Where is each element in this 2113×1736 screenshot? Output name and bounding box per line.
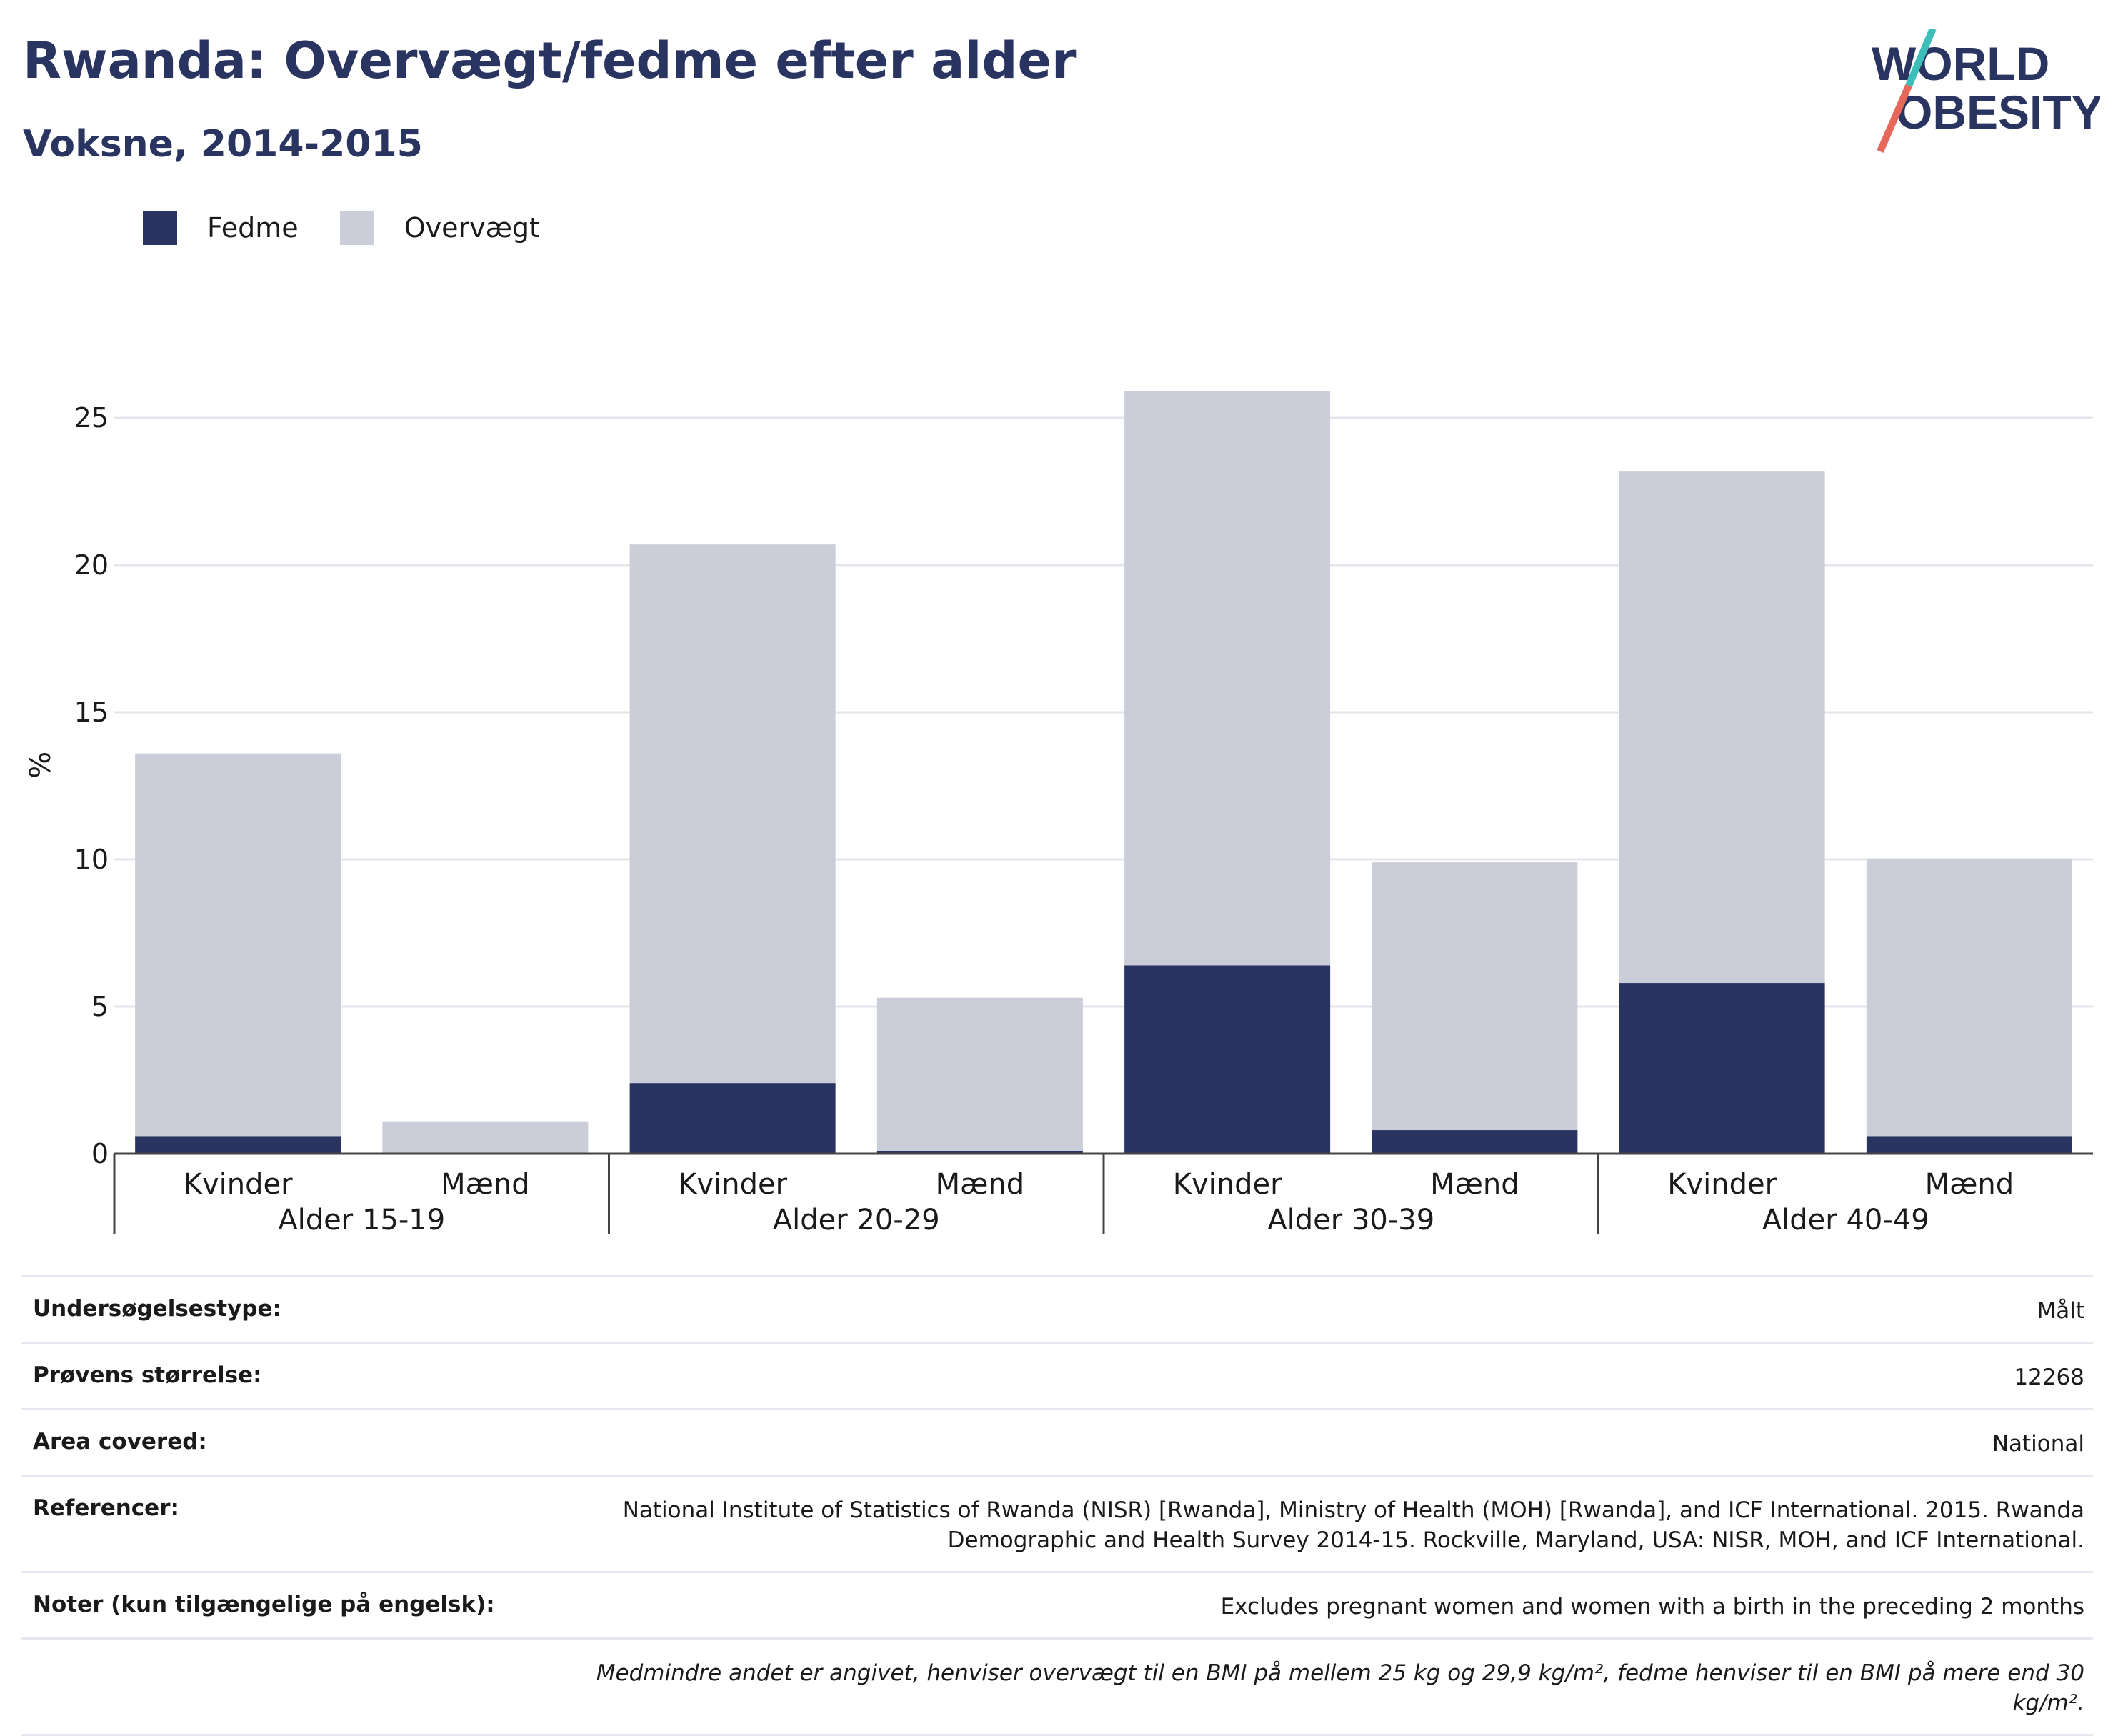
x-category-label: Mænd: [1925, 1168, 2014, 1201]
bar-overvaegt: [1619, 471, 1825, 984]
info-label: Prøvens størrelse:: [33, 1362, 262, 1388]
info-value: National: [1992, 1431, 2084, 1457]
legend-label-fedme: Fedme: [207, 212, 299, 244]
x-category-label: Mænd: [936, 1168, 1025, 1201]
logo-slash-red: [1877, 84, 1912, 153]
bar-overvaegt: [1372, 862, 1578, 1131]
world-obesity-logo: WORLD OBESITY: [1872, 29, 2100, 153]
y-tick-label: 15: [74, 697, 109, 728]
y-tick-label: 5: [91, 991, 109, 1022]
info-label: Noter (kun tilgængelige på engelsk):: [33, 1592, 495, 1617]
x-category-label: Kvinder: [678, 1168, 787, 1201]
x-category-label: Mænd: [1430, 1168, 1519, 1201]
info-footnote-row: Medmindre andet er angivet, henviser ove…: [21, 1637, 2093, 1734]
page-subtitle: Voksne, 2014-2015: [23, 123, 423, 166]
x-group-label: Alder 30-39: [1267, 1204, 1434, 1237]
bar-fedme: [1866, 1136, 2072, 1154]
bar-fedme: [135, 1136, 341, 1154]
info-value: National Institute of Statistics of Rwan…: [622, 1497, 2084, 1553]
legend-label-overvaegt: Overvægt: [404, 212, 540, 244]
y-tick-label: 10: [74, 844, 109, 875]
y-tick-label: 0: [91, 1138, 109, 1169]
info-label: Area covered:: [33, 1429, 207, 1455]
page-title: Rwanda: Overvægt/fedme efter alder: [23, 31, 1077, 90]
x-group-label: Alder 40-49: [1762, 1204, 1929, 1237]
info-value: Målt: [2037, 1298, 2084, 1324]
bar-overvaegt: [1866, 859, 2072, 1137]
info-label: Undersøgelsestype:: [33, 1296, 281, 1322]
y-axis-label: %: [24, 752, 57, 779]
logo-slash-teal: [1905, 29, 1937, 87]
info-value: Excludes pregnant women and women with a…: [1220, 1594, 2084, 1620]
legend: Fedme Overvægt: [143, 211, 581, 245]
info-row-references: Referencer: National Institute of Statis…: [21, 1475, 2093, 1571]
x-category-label: Mænd: [441, 1168, 530, 1201]
x-category-label: Kvinder: [1173, 1168, 1282, 1201]
bar-fedme: [629, 1083, 836, 1154]
info-row-area-covered: Area covered: National: [21, 1408, 2093, 1475]
legend-swatch-overvaegt: [339, 211, 374, 245]
footnote: Medmindre andet er angivet, henviser ove…: [596, 1660, 2084, 1716]
y-tick-label: 20: [74, 549, 109, 581]
survey-info-table: Undersøgelsestype: Målt Prøvens størrels…: [21, 1275, 2093, 1736]
legend-item-overvaegt[interactable]: Overvægt: [339, 211, 540, 245]
legend-item-fedme[interactable]: Fedme: [143, 211, 299, 245]
logo-line1: WORLD: [1872, 37, 2049, 90]
bar-fedme: [1619, 983, 1825, 1154]
bar-overvaegt: [1124, 391, 1331, 966]
x-group-label: Alder 15-19: [278, 1204, 445, 1237]
x-group-label: Alder 20-29: [773, 1204, 940, 1237]
info-label: Referencer:: [33, 1495, 179, 1521]
info-row-notes: Noter (kun tilgængelige på engelsk): Exc…: [21, 1571, 2093, 1637]
y-tick-label: 25: [74, 402, 109, 434]
bar-overvaegt: [629, 544, 836, 1084]
bar-chart: 0 5 10 15 20 25% Kvinder Mænd Kvinder Mænd Kvinder…: [24, 391, 2093, 1237]
info-value: 12268: [2014, 1365, 2084, 1390]
logo-line2: OBESITY: [1896, 86, 2100, 139]
bar-fedme: [1372, 1130, 1578, 1154]
x-category-label: Kvinder: [184, 1168, 293, 1201]
bar-fedme: [1124, 965, 1331, 1154]
bar-overvaegt: [135, 753, 341, 1137]
legend-swatch-fedme: [143, 211, 177, 245]
bar-overvaegt: [876, 997, 1083, 1151]
x-category-label: Kvinder: [1667, 1168, 1777, 1201]
bar-fedme: [876, 1150, 1083, 1154]
bar-overvaegt: [382, 1121, 589, 1154]
info-row-survey-type: Undersøgelsestype: Målt: [21, 1275, 2093, 1342]
info-row-sample-size: Prøvens størrelse: 12268: [21, 1342, 2093, 1408]
